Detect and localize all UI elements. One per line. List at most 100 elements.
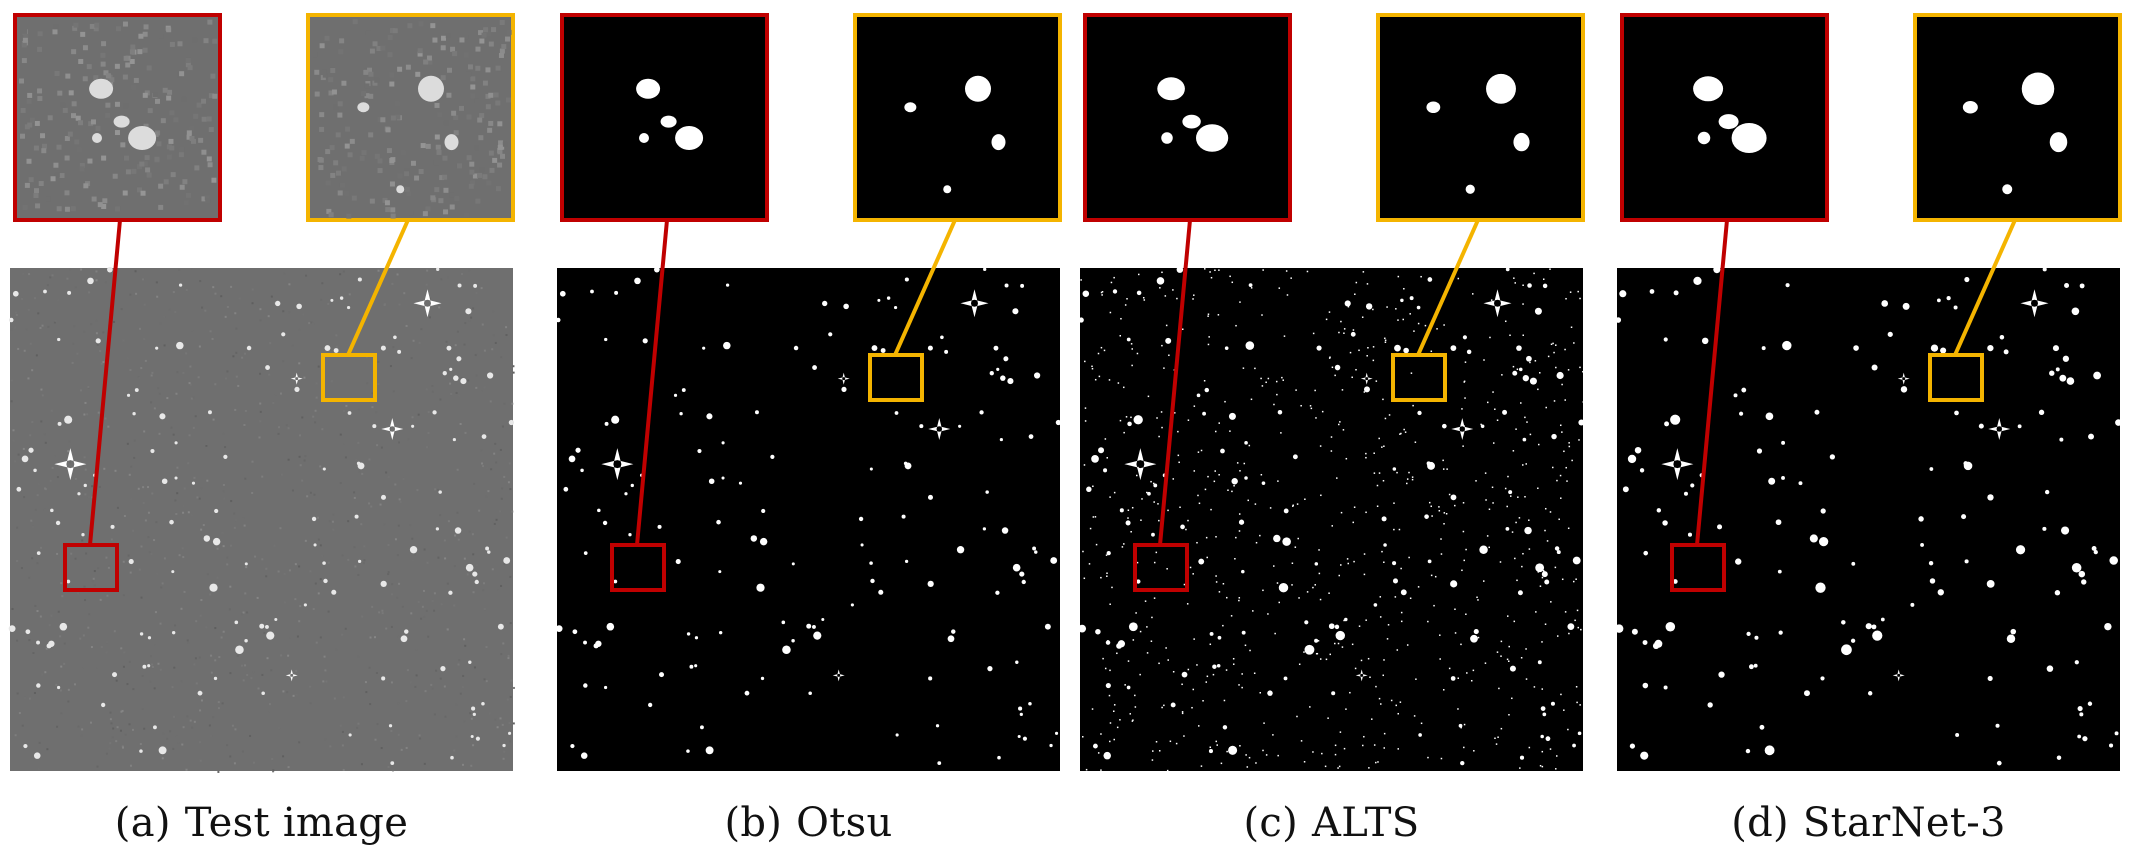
star (2066, 377, 2075, 385)
star (354, 514, 359, 519)
star (174, 441, 178, 445)
star (927, 494, 934, 500)
star (1615, 317, 1622, 323)
star (1761, 346, 1766, 351)
star (126, 393, 131, 397)
star (1756, 448, 1763, 454)
star (1572, 743, 1576, 748)
star (759, 537, 768, 546)
bright-star (1897, 372, 1910, 385)
star (1781, 476, 1785, 480)
star (169, 519, 174, 525)
star (791, 562, 795, 566)
star (1551, 433, 1557, 440)
star (449, 367, 453, 371)
star (411, 424, 415, 428)
red-connector-line (88, 219, 122, 546)
star (559, 290, 566, 297)
star (1567, 623, 1575, 631)
star (59, 622, 68, 631)
star (686, 749, 690, 753)
star (904, 559, 909, 564)
star (843, 303, 849, 310)
star (1277, 409, 1283, 415)
star (112, 672, 118, 678)
star (171, 630, 176, 635)
star (603, 685, 608, 690)
star (781, 620, 786, 625)
star (1128, 622, 1138, 632)
star (1798, 481, 1803, 486)
star (1314, 562, 1319, 566)
star (1450, 345, 1457, 351)
star (583, 683, 588, 688)
star (1987, 675, 1993, 682)
star (1820, 676, 1825, 681)
star (1622, 486, 1629, 493)
star (1963, 461, 1968, 466)
star (1542, 283, 1548, 289)
caption-prefix: (d) (1731, 800, 1789, 846)
star (1865, 623, 1872, 630)
caption-label: Test image (184, 800, 409, 846)
star (1534, 307, 1542, 315)
gold-magnified-inset (853, 13, 1062, 222)
star (2071, 562, 2082, 573)
star (323, 578, 328, 584)
star (502, 743, 506, 748)
star (1344, 300, 1351, 307)
star (1028, 701, 1032, 706)
star (2079, 283, 2085, 289)
bright-star (2020, 289, 2049, 318)
star (2059, 374, 2067, 382)
star (128, 559, 134, 565)
star (1133, 415, 1143, 425)
star (744, 690, 750, 696)
star (657, 524, 662, 529)
star (580, 468, 584, 473)
star (1672, 579, 1678, 584)
star (1545, 736, 1551, 742)
star (723, 341, 731, 350)
star (1151, 532, 1155, 537)
star (357, 559, 362, 564)
star (1652, 642, 1660, 650)
star (1673, 290, 1679, 296)
star (989, 371, 994, 376)
star (987, 666, 993, 672)
star (1639, 468, 1645, 473)
star (1091, 455, 1099, 463)
star (1902, 302, 1910, 310)
star (2054, 590, 2061, 596)
star (1383, 543, 1387, 547)
gold-connector-line (346, 219, 410, 356)
star (1928, 560, 1934, 566)
star (1245, 341, 1255, 350)
star (471, 706, 476, 711)
star (214, 508, 219, 514)
star (311, 516, 317, 522)
star (1416, 305, 1421, 310)
star (1392, 578, 1399, 584)
star (993, 345, 999, 351)
gold-connector-line (1953, 219, 2017, 356)
star (1054, 731, 1059, 735)
star (1078, 624, 1087, 633)
star (1273, 534, 1281, 543)
star (333, 348, 339, 353)
star (1400, 589, 1407, 596)
main-image (8, 266, 515, 773)
star (1713, 266, 1721, 274)
star (1248, 283, 1253, 288)
star (1690, 483, 1695, 488)
star (1012, 563, 1021, 572)
star (761, 508, 766, 514)
star (901, 514, 906, 519)
star (339, 296, 344, 300)
star (1683, 491, 1688, 496)
star (1995, 723, 2000, 728)
star (1526, 355, 1532, 362)
star (1015, 660, 1019, 664)
star (1900, 386, 1908, 393)
star (147, 636, 152, 640)
